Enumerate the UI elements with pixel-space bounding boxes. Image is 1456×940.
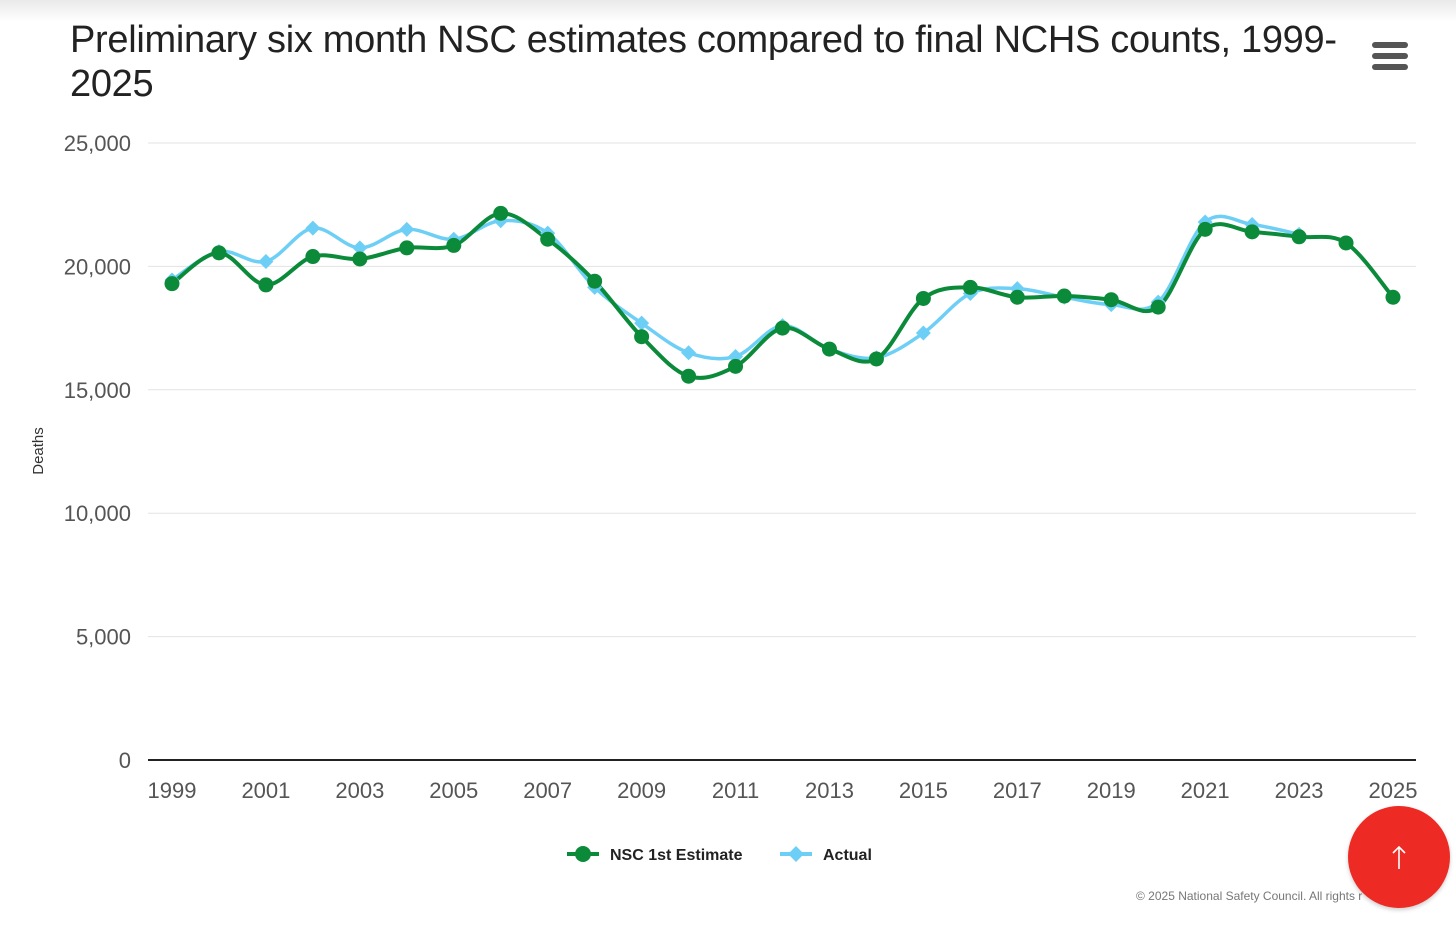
data-point-actual[interactable] [352,240,368,256]
grid-lines [148,142,1416,761]
data-point-nsc-estimate[interactable] [728,358,744,374]
x-tick-label: 2017 [993,778,1042,803]
data-point-nsc-estimate[interactable] [1338,235,1354,251]
y-tick-label: 5,000 [76,625,131,650]
x-tick-label: 2011 [712,778,759,803]
chart-title: Preliminary six month NSC estimates comp… [70,19,1337,105]
series-markers [164,205,1401,384]
x-tick-label: 2019 [1087,778,1136,803]
data-point-actual[interactable] [634,315,650,331]
x-tick-label: 2023 [1275,778,1324,803]
data-point-nsc-estimate[interactable] [962,279,978,295]
data-point-nsc-estimate[interactable] [1103,292,1119,308]
x-tick-label: 2003 [335,778,384,803]
data-point-nsc-estimate[interactable] [164,276,180,292]
x-tick-label: 2021 [1181,778,1230,803]
data-point-nsc-estimate[interactable] [1056,288,1072,304]
hamburger-menu-icon [1372,42,1408,48]
data-point-nsc-estimate[interactable] [493,205,509,221]
hamburger-menu-icon-bar [1372,64,1408,70]
legend-item-nsc-estimate[interactable]: NSC 1st Estimate [567,846,743,864]
y-tick-label: 10,000 [64,501,131,526]
x-tick-label: 2007 [523,778,572,803]
legend-label: NSC 1st Estimate [610,847,743,864]
series-line-nsc-estimate [170,211,1395,380]
x-tick-label: 2009 [617,778,666,803]
legend-marker [575,846,591,862]
data-point-nsc-estimate[interactable] [1009,289,1025,305]
x-axis-ticks: 1999 2001 2003 2005 2007 2009 2011 2013 2015 2017… [148,778,1418,803]
hamburger-menu-icon-bar [1372,53,1408,59]
y-tick-label: 0 [119,748,131,773]
data-point-nsc-estimate[interactable] [634,329,650,345]
y-tick-label: 15,000 [64,378,131,403]
data-point-nsc-estimate[interactable] [1385,289,1401,305]
top-shade [0,0,1456,22]
legend-label: Actual [823,847,872,864]
series-lines [170,211,1395,380]
data-point-nsc-estimate[interactable] [1197,221,1213,237]
data-point-nsc-estimate[interactable] [868,351,884,367]
data-point-nsc-estimate[interactable] [211,245,227,261]
y-axis-ticks: 0 5,000 10,000 15,000 20,000 25,000 [64,131,131,773]
data-point-nsc-estimate[interactable] [399,240,415,256]
data-point-nsc-estimate[interactable] [446,237,462,253]
legend-item-actual[interactable]: Actual [780,846,872,864]
x-tick-label: 2015 [899,778,948,803]
data-point-nsc-estimate[interactable] [258,277,274,293]
x-tick-label: 2001 [241,778,290,803]
data-point-nsc-estimate[interactable] [775,320,790,336]
data-point-nsc-estimate[interactable] [587,273,603,289]
credits-text: © 2025 National Safety Council. All righ… [1136,889,1363,903]
data-point-nsc-estimate[interactable] [821,341,837,357]
data-point-actual[interactable] [258,253,274,269]
x-tick-label: 1999 [148,778,197,803]
y-axis-label: Deaths [30,427,47,475]
data-point-nsc-estimate[interactable] [681,368,697,384]
data-point-nsc-estimate[interactable] [915,290,931,306]
x-tick-label: 2013 [805,778,854,803]
data-point-actual[interactable] [305,220,321,236]
y-tick-label: 20,000 [64,254,131,279]
x-tick-label: 2025 [1369,778,1418,803]
data-point-nsc-estimate[interactable] [1291,229,1307,245]
scroll-to-top-button[interactable] [1348,806,1450,908]
x-tick-label: 2005 [429,778,478,803]
data-point-actual[interactable] [399,221,415,237]
data-point-nsc-estimate[interactable] [540,231,556,247]
data-point-nsc-estimate[interactable] [1150,299,1166,315]
chart-menu-button[interactable] [1366,36,1414,76]
y-tick-label: 25,000 [64,131,131,156]
data-point-nsc-estimate[interactable] [352,251,368,267]
data-point-actual[interactable] [681,345,697,361]
arrow-up-icon [1392,845,1406,869]
data-point-nsc-estimate[interactable] [305,249,321,265]
legend-marker [788,846,804,862]
data-point-actual[interactable] [915,325,931,341]
legend: NSC 1st Estimate Actual [567,846,872,864]
series-line-actual [170,214,1301,361]
data-point-nsc-estimate[interactable] [1244,224,1260,240]
